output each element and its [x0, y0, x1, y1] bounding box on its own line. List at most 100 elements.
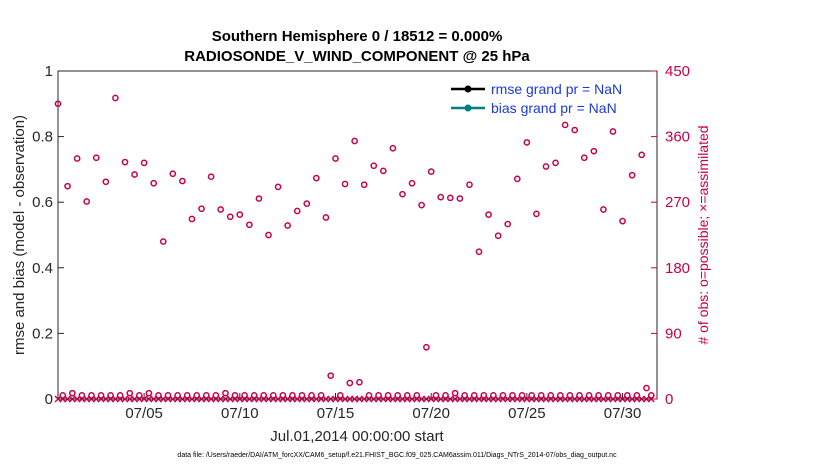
obs-possible-point — [561, 121, 569, 129]
obs-possible-point — [202, 392, 210, 399]
obs-possible-point — [394, 392, 402, 399]
obs-possible-point — [97, 392, 105, 399]
obs-possible-point — [121, 158, 129, 166]
obs-possible-point — [341, 180, 349, 188]
obs-possible-point — [360, 181, 368, 189]
left-tick-label: 0.2 — [32, 325, 53, 342]
legend-rmse-marker — [464, 85, 472, 93]
obs-possible-point — [432, 392, 440, 399]
obs-possible-point — [423, 343, 430, 351]
left-tick-label: 0 — [45, 391, 53, 408]
obs-possible-point — [289, 392, 296, 399]
obs-possible-point — [150, 179, 158, 187]
left-tick-label: 0.4 — [32, 260, 53, 277]
obs-possible-point — [504, 220, 512, 228]
obs-possible-point — [54, 100, 62, 108]
obs-possible-point — [485, 211, 492, 218]
chart-title: Southern Hemisphere 0 / 18512 = 0.000% — [212, 28, 503, 45]
obs-possible-point — [250, 392, 258, 399]
y-axis-label-left: rmse and bias (model - observation) — [11, 115, 28, 355]
obs-possible-point — [88, 392, 95, 399]
obs-possible-point — [590, 147, 598, 155]
obs-assimilated-point — [647, 395, 655, 403]
obs-possible-point — [609, 128, 617, 135]
obs-possible-point — [131, 171, 138, 178]
obs-possible-point — [298, 392, 306, 399]
obs-possible-point — [389, 144, 397, 152]
x-tick-label: 07/05 — [125, 405, 163, 422]
obs-possible-point — [446, 194, 454, 202]
x-tick-label: 07/25 — [508, 405, 546, 422]
obs-possible-point — [198, 205, 205, 213]
left-tick-label: 0.8 — [32, 129, 53, 146]
obs-possible-point — [571, 126, 579, 134]
obs-possible-point — [102, 178, 110, 186]
legend: rmse grand pr = NaN bias grand pr = NaN — [446, 78, 645, 118]
obs-possible-point — [614, 392, 622, 399]
x-tick-label: 07/10 — [221, 405, 259, 422]
obs-possible-point — [322, 214, 330, 221]
obs-possible-point — [107, 392, 114, 399]
obs-possible-point — [145, 389, 153, 397]
plot-area — [57, 70, 658, 400]
obs-possible-point — [643, 384, 650, 392]
obs-possible-point — [183, 392, 191, 399]
obs-possible-point — [174, 392, 181, 399]
obs-possible-point — [327, 372, 335, 380]
obs-possible-point — [490, 392, 497, 399]
left-axis-ticks: 0 0.2 0.4 0.6 0.8 1 — [32, 63, 64, 408]
obs-possible-point — [59, 392, 67, 399]
left-tick-label: 1 — [45, 63, 53, 80]
obs-possible-point — [241, 392, 248, 399]
obs-possible-point — [442, 392, 449, 399]
obs-possible-point — [528, 392, 536, 399]
legend-box — [446, 78, 645, 118]
obs-assimilated-series — [54, 395, 655, 403]
obs-possible-point — [179, 177, 186, 185]
obs-possible-point — [600, 206, 607, 213]
obs-possible-point — [499, 392, 507, 399]
obs-possible-point — [595, 392, 602, 399]
obs-possible-point — [576, 392, 583, 399]
obs-possible-point — [293, 207, 301, 215]
obs-possible-point — [279, 392, 287, 399]
obs-possible-point — [513, 175, 521, 183]
obs-possible-point — [399, 190, 406, 198]
obs-possible-point — [269, 392, 277, 399]
obs-possible-point — [284, 222, 291, 229]
legend-rmse-label: rmse grand pr = NaN — [491, 81, 622, 97]
obs-possible-point — [69, 389, 76, 397]
obs-possible-point — [193, 392, 201, 399]
obs-possible-point — [461, 392, 469, 399]
right-axis-ticks: 0 90 180 270 360 450 — [651, 63, 690, 408]
obs-possible-point — [470, 392, 478, 399]
obs-possible-point — [236, 211, 244, 218]
obs-possible-point — [384, 392, 392, 399]
obs-possible-point — [64, 182, 71, 190]
obs-possible-point — [164, 392, 172, 399]
obs-possible-series — [54, 94, 655, 399]
obs-possible-point — [628, 171, 636, 179]
obs-possible-point — [112, 94, 119, 102]
x-tick-label: 07/15 — [317, 405, 355, 422]
obs-possible-point — [274, 183, 282, 191]
obs-possible-point — [217, 206, 225, 213]
obs-possible-point — [73, 155, 81, 162]
obs-possible-point — [222, 389, 229, 397]
obs-possible-point — [226, 213, 234, 221]
legend-bias-marker — [464, 104, 472, 112]
obs-possible-point — [135, 392, 143, 399]
obs-possible-point — [566, 392, 574, 399]
obs-possible-point — [523, 139, 531, 146]
x-tick-label: 07/20 — [412, 405, 450, 422]
obs-possible-point — [83, 198, 91, 205]
obs-possible-point — [370, 162, 378, 170]
obs-possible-point — [92, 154, 100, 162]
obs-possible-point — [547, 392, 555, 399]
obs-possible-point — [537, 392, 545, 399]
x-axis-label: Jul.01,2014 00:00:00 start — [270, 428, 444, 445]
obs-possible-point — [418, 201, 425, 209]
obs-possible-point — [356, 378, 363, 386]
obs-possible-point — [403, 392, 411, 399]
